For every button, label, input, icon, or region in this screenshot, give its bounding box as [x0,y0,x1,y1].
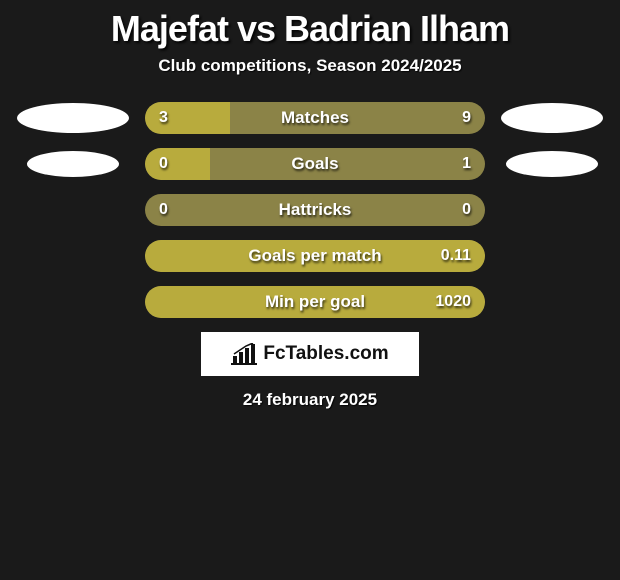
stat-row-min-per-goal: Min per goal 1020 [0,286,620,318]
stat-bar: 0 Hattricks 0 [145,194,485,226]
chart-icon [231,343,257,365]
subtitle: Club competitions, Season 2024/2025 [0,56,620,102]
right-badge-1 [501,103,603,133]
stat-row-matches: 3 Matches 9 [0,102,620,134]
left-badge-1 [17,103,129,133]
stat-label: Goals per match [248,246,381,266]
stat-row-hattricks: 0 Hattricks 0 [0,194,620,226]
stat-right-value: 0.11 [441,247,471,265]
stat-left-value: 0 [159,155,168,173]
stat-label: Matches [281,108,349,128]
left-badge-2 [27,151,119,177]
stat-left-value: 3 [159,109,168,127]
stat-right-value: 0 [462,201,471,219]
bar-fill [145,102,230,134]
stat-row-goals-per-match: Goals per match 0.11 [0,240,620,272]
stat-label: Goals [291,154,338,174]
brand-box[interactable]: FcTables.com [201,332,419,376]
right-badge-cell [501,151,603,177]
left-badge-cell [17,151,129,177]
brand-text: FcTables.com [263,343,388,365]
stat-right-value: 9 [462,109,471,127]
stat-right-value: 1 [462,155,471,173]
stat-right-value: 1020 [435,293,471,311]
stat-left-value: 0 [159,201,168,219]
page-title: Majefat vs Badrian Ilham [0,0,620,56]
right-badge-2 [506,151,598,177]
bar-fill [145,148,210,180]
stat-row-goals: 0 Goals 1 [0,148,620,180]
stat-bar: 3 Matches 9 [145,102,485,134]
stat-label: Hattricks [279,200,352,220]
stat-bar: Goals per match 0.11 [145,240,485,272]
stat-label: Min per goal [265,292,365,312]
stat-bar: 0 Goals 1 [145,148,485,180]
date-text: 24 february 2025 [0,390,620,410]
stat-bar: Min per goal 1020 [145,286,485,318]
